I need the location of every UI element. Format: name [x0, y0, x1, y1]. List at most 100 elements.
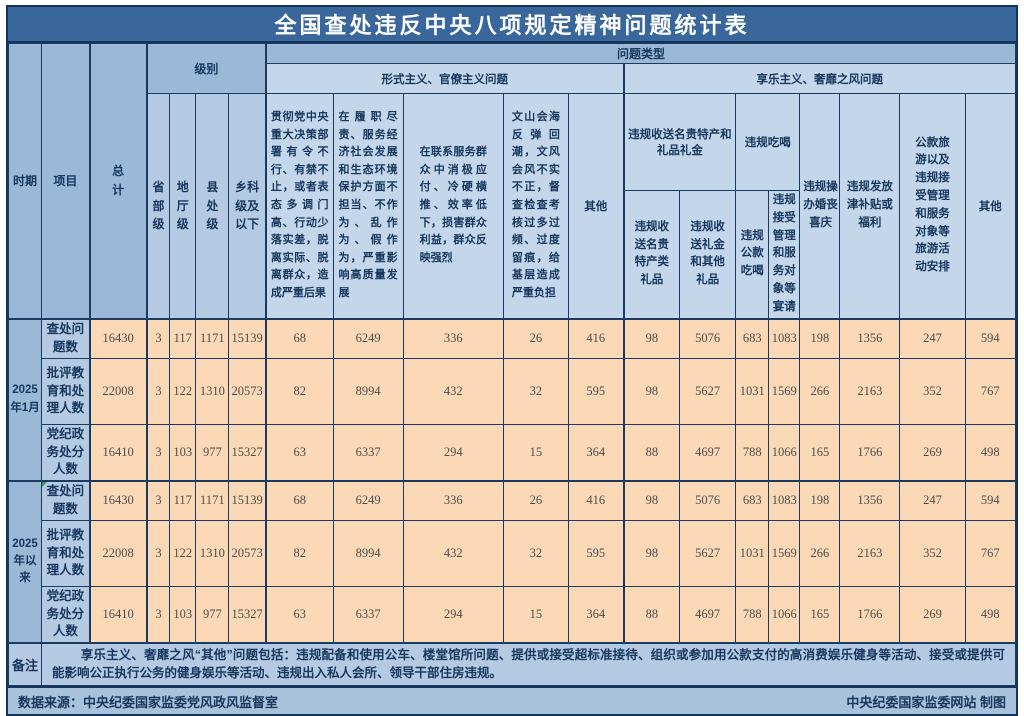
- header-label: 公款旅游以及违规接受管理和服务对象等旅游活动安排: [915, 136, 950, 274]
- data-source: 数据来源：中央纪委国家监委党风政风监督室: [18, 694, 279, 710]
- header-label: 违规收送礼金和其他礼品: [690, 220, 725, 287]
- value-cell: 8994: [332, 520, 404, 588]
- period-cell: 2025年以来: [7, 479, 43, 644]
- value-cell: 2163: [839, 358, 901, 426]
- col-header-formalism-group: 形式主义、官僚主义问题: [265, 63, 625, 94]
- value-cell: 269: [899, 586, 966, 644]
- value-cell: 103: [169, 424, 197, 482]
- value-cell: 122: [169, 520, 197, 588]
- table-row: 2025年以来 查处问题数 16430 3 117 1171 15139 68 6249 336 2…: [7, 479, 1017, 644]
- header-label: 享乐主义、奢靡之风问题: [756, 73, 884, 86]
- value-cell: 82: [265, 358, 334, 426]
- value-cell: 88: [623, 586, 681, 644]
- value-cell: 1066: [768, 586, 801, 644]
- value-cell: 767: [964, 520, 1017, 588]
- col-header-formalism-other: 其他: [567, 92, 625, 320]
- value-cell: 6249: [332, 479, 404, 522]
- value-cell: 1083: [768, 479, 801, 522]
- value-cell: 68: [265, 317, 334, 360]
- value-cell: 2163: [839, 520, 901, 588]
- header-label: 时期: [13, 174, 38, 189]
- value-cell: 3: [146, 479, 171, 522]
- value-cell: 1766: [839, 424, 901, 482]
- col-header-allowance: 违规发放津补贴或福利: [839, 92, 901, 320]
- header-label: 违规公款吃喝: [740, 229, 764, 278]
- value-cell: 103: [169, 586, 197, 644]
- col-header-total: 总计: [88, 42, 148, 320]
- value-cell: 294: [402, 424, 504, 482]
- col-header-travel: 公款旅游以及违规接受管理和服务对象等旅游活动安排: [899, 92, 966, 320]
- header-label: 县处级: [206, 179, 219, 232]
- header-label: 其他: [584, 200, 608, 213]
- value-cell: 1766: [839, 586, 901, 644]
- value-cell: 22008: [88, 358, 148, 426]
- value-cell: 364: [567, 424, 625, 482]
- value-cell: 8994: [332, 358, 404, 426]
- value-cell: 336: [402, 479, 504, 522]
- col-header-dining-group: 违规吃喝: [735, 93, 801, 191]
- value-cell: 4697: [679, 586, 737, 644]
- value-cell: 98: [623, 479, 681, 522]
- value-cell: 15139: [228, 317, 267, 360]
- value-cell: 1356: [839, 479, 901, 522]
- col-header-level-group: 级别: [146, 43, 267, 94]
- page-title: 全国查处违反中央八项规定精神问题统计表: [8, 7, 1016, 43]
- table-row: 党纪政务处分人数 16410 3 103 977 15327 63 6337 294 15 364 8…: [9, 424, 1017, 482]
- col-header-county: 县处级: [195, 92, 230, 320]
- value-cell: 3: [146, 520, 171, 588]
- value-cell: 82: [265, 520, 334, 588]
- credit: 中央纪委国家监委网站 制图: [846, 694, 1006, 710]
- statistics-table: 时期 项目 总计 级别 问题类型 形式主义、官僚主义问题 享乐主义、奢靡之风问题…: [7, 42, 1017, 687]
- value-cell: 117: [169, 479, 197, 522]
- value-cell: 165: [799, 424, 841, 482]
- value-cell: 788: [735, 424, 770, 482]
- col-header-period: 时期: [7, 42, 43, 320]
- value-cell: 432: [402, 358, 504, 426]
- value-cell: 3: [146, 358, 171, 426]
- header-label: 违规发放津补贴或福利: [846, 181, 893, 229]
- value-cell: 595: [567, 520, 625, 588]
- value-cell: 198: [799, 317, 841, 360]
- value-cell: 266: [799, 358, 841, 426]
- table-remarks: 备注 享乐主义、奢靡之风“其他”问题包括：违规配备和使用公车、楼堂馆所问题、提供…: [7, 641, 1016, 687]
- value-cell: 4697: [679, 424, 737, 482]
- header-label: 其他: [978, 200, 1002, 213]
- col-header-hedonism-other: 其他: [964, 92, 1017, 320]
- value-cell: 122: [169, 358, 197, 426]
- col-header-public-dining: 违规公款吃喝: [735, 189, 770, 320]
- header-label: 项目: [53, 174, 78, 189]
- value-cell: 416: [567, 317, 625, 360]
- value-cell: 1031: [735, 358, 770, 426]
- col-header-formalism-3: 在联系服务群众中消极应付、冷硬横推、效率低下，损害群众利益，群众反映强烈: [402, 92, 504, 320]
- col-header-wedding: 违规操办婚丧喜庆: [799, 92, 841, 320]
- value-cell: 26: [502, 317, 569, 360]
- value-cell: 1171: [195, 317, 230, 360]
- table-row: 党纪政务处分人数 16410 3 103 977 15327 63 6337 294 15 364 8…: [9, 586, 1017, 644]
- row-label: 批评教育和处理人数: [41, 520, 91, 588]
- value-cell: 247: [899, 479, 966, 522]
- period-cell: 2025年1月: [7, 317, 43, 482]
- value-cell: 198: [799, 479, 841, 522]
- value-cell: 98: [623, 520, 681, 588]
- value-cell: 6249: [332, 317, 404, 360]
- col-header-gift-group: 违规收送名贵特产和礼品礼金: [623, 93, 737, 191]
- table-header: 时期 项目 总计 级别 问题类型 形式主义、官僚主义问题 享乐主义、奢靡之风问题…: [7, 42, 1017, 320]
- value-cell: 20573: [228, 520, 267, 588]
- value-cell: 15139: [228, 479, 267, 522]
- value-cell: 432: [402, 520, 504, 588]
- value-cell: 269: [899, 424, 966, 482]
- row-label: 批评教育和处理人数: [41, 358, 91, 426]
- value-cell: 594: [964, 479, 1017, 522]
- value-cell: 32: [502, 358, 569, 426]
- col-header-formalism-4: 文山会海反弹回潮，文风会风不实不正，督查检查考核过多过频、过度留痕，给基层造成严…: [502, 92, 569, 320]
- header-label: 总计: [112, 164, 125, 197]
- col-header-gift-money: 违规收送礼金和其他礼品: [679, 189, 737, 320]
- col-header-provincial: 省部级: [146, 92, 171, 320]
- value-cell: 5627: [679, 520, 737, 588]
- row-label: 党纪政务处分人数: [41, 586, 91, 644]
- col-header-gift-specialty: 违规收送名贵特产类礼品: [623, 189, 681, 320]
- value-cell: 15: [502, 586, 569, 644]
- value-cell: 1310: [195, 520, 230, 588]
- value-cell: 594: [964, 317, 1017, 360]
- value-cell: 63: [265, 586, 334, 644]
